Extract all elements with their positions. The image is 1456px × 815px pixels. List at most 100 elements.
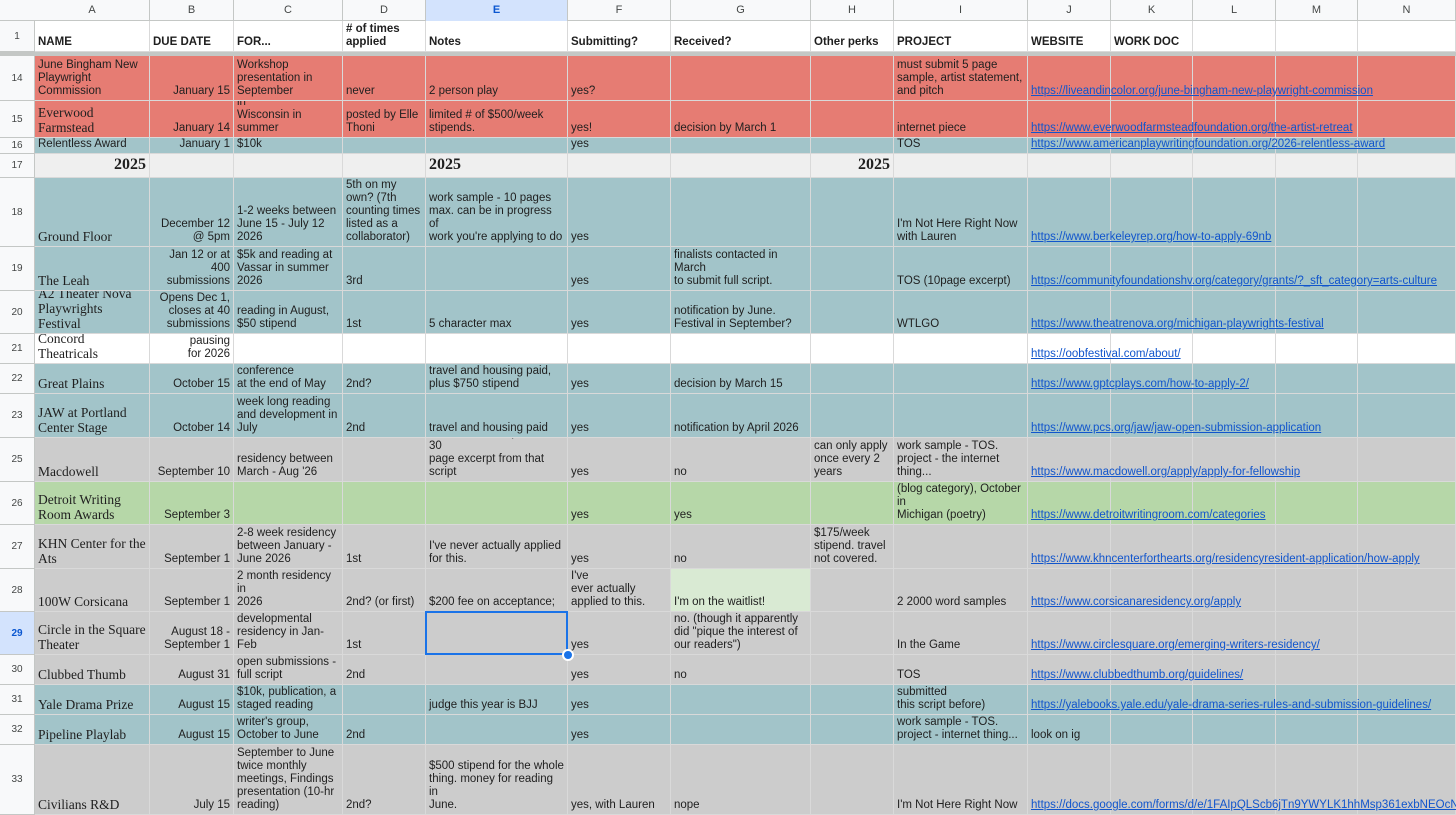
row-header-26[interactable]: 26 [0, 482, 35, 525]
cell-b21[interactable]: OOB is pausing for 2026 [150, 334, 234, 364]
cell-b25[interactable]: September 10 [150, 438, 234, 482]
cell-d30[interactable]: 2nd [343, 655, 426, 685]
website-link[interactable]: https://www.macdowell.org/apply/apply-fo… [1031, 466, 1301, 478]
cell-g15[interactable]: decision by March 1 [671, 101, 811, 138]
row-header-19[interactable]: 19 [0, 247, 35, 291]
cell-a33[interactable]: Civilians R&D [35, 745, 150, 815]
cell-k30[interactable] [1111, 655, 1193, 685]
cell-c27[interactable]: 2-8 week residency between January - Jun… [234, 525, 343, 569]
row-header-29[interactable]: 29 [0, 612, 35, 655]
cell-b18[interactable]: December 12 @ 5pm [150, 178, 234, 247]
cell-g27[interactable]: no [671, 525, 811, 569]
cell-d31[interactable] [343, 685, 426, 715]
row-header-15[interactable]: 15 [0, 101, 35, 138]
column-title-n[interactable] [1358, 21, 1456, 52]
cell-m23[interactable] [1276, 394, 1358, 438]
cell-i32[interactable]: work sample - TOS. project - internet th… [894, 715, 1028, 745]
column-header-k[interactable]: K [1111, 0, 1193, 21]
cell-d20[interactable]: 1st [343, 291, 426, 334]
column-title-j[interactable]: WEBSITE [1028, 21, 1111, 52]
cell-c30[interactable]: open submissions - full script [234, 655, 343, 685]
cell-m30[interactable] [1276, 655, 1358, 685]
row-header-31[interactable]: 31 [0, 685, 35, 715]
cell-c16[interactable]: $10k [234, 138, 343, 154]
cell-a30[interactable]: Clubbed Thumb [35, 655, 150, 685]
column-header-g[interactable]: G [671, 0, 811, 21]
cell-g16[interactable] [671, 138, 811, 154]
cell-e16[interactable] [426, 138, 568, 154]
cell-h32[interactable] [811, 715, 894, 745]
row-header-23[interactable]: 23 [0, 394, 35, 438]
cell-l20[interactable] [1193, 291, 1276, 334]
cell-j27[interactable]: https://www.khncenterforthearts.org/resi… [1028, 525, 1420, 569]
website-link[interactable]: https://www.pcs.org/jaw/jaw-open-submiss… [1031, 422, 1322, 434]
cell-i30[interactable]: TOS [894, 655, 1028, 685]
cell-k16[interactable] [1111, 138, 1193, 154]
cell-h22[interactable] [811, 364, 894, 394]
cell-m18[interactable] [1276, 178, 1358, 247]
cell-k18[interactable] [1111, 178, 1193, 247]
cell-c31[interactable]: $10k, publication, a staged reading [234, 685, 343, 715]
cell-c26[interactable] [234, 482, 343, 525]
cell-f16[interactable]: yes [568, 138, 671, 154]
cell-b19[interactable]: Jan 12 or at 400 submissions [150, 247, 234, 291]
cell-l26[interactable] [1193, 482, 1276, 525]
website-link[interactable]: https://www.gptcplays.com/how-to-apply-2… [1031, 378, 1249, 390]
cell-g20[interactable]: notification by June. Festival in Septem… [671, 291, 811, 334]
cell-f30[interactable]: yes [568, 655, 671, 685]
cell-c14[interactable]: Workshop presentation in September [234, 56, 343, 101]
fill-handle[interactable] [562, 649, 574, 661]
row-header-1[interactable]: 1 [0, 21, 35, 52]
cell-l23[interactable] [1193, 394, 1276, 438]
cell-j14[interactable]: https://liveandincolor.org/june-bingham-… [1028, 56, 1373, 101]
cell-h27[interactable]: $175/week stipend. travel not covered. [811, 525, 894, 569]
cell-e20[interactable]: 5 character max [426, 291, 568, 334]
cell-i33[interactable]: I'm Not Here Right Now [894, 745, 1028, 815]
cell-b29[interactable]: August 18 - September 1 [150, 612, 234, 655]
cell-d26[interactable] [343, 482, 426, 525]
cell-l18[interactable] [1193, 178, 1276, 247]
cell-m20[interactable] [1276, 291, 1358, 334]
cell-a23[interactable]: JAW at Portland Center Stage [35, 394, 150, 438]
cell-j23[interactable]: https://www.pcs.org/jaw/jaw-open-submiss… [1028, 394, 1322, 438]
cell-f25[interactable]: yes [568, 438, 671, 482]
cell-d18[interactable]: 5th on my own? (7th counting times liste… [343, 178, 426, 247]
cell-h29[interactable] [811, 612, 894, 655]
cell-j30[interactable]: https://www.clubbedthumb.org/guidelines/ [1028, 655, 1243, 685]
cell-h19[interactable] [811, 247, 894, 291]
cell-j19[interactable]: https://communityfoundationshv.org/categ… [1028, 247, 1437, 291]
column-title-b[interactable]: DUE DATE [150, 21, 234, 52]
website-link[interactable]: https://liveandincolor.org/june-bingham-… [1031, 85, 1373, 97]
cell-j26[interactable]: https://www.detroitwritingroom.com/categ… [1028, 482, 1266, 525]
cell-g28[interactable]: I'm on the waitlist! [671, 569, 811, 612]
cell-d15[interactable]: posted by Elle Thoni [343, 101, 426, 138]
cell-g25[interactable]: no [671, 438, 811, 482]
cell-k20[interactable] [1111, 291, 1193, 334]
cell-f31[interactable]: yes [568, 685, 671, 715]
cell-i17[interactable] [894, 154, 1028, 178]
cell-b20[interactable]: Opens Dec 1, closes at 40 submissions [150, 291, 234, 334]
cell-j33[interactable]: https://docs.google.com/forms/d/e/1FAIpQ… [1028, 745, 1456, 815]
website-link[interactable]: https://www.berkeleyrep.org/how-to-apply… [1031, 231, 1272, 243]
cell-h31[interactable] [811, 685, 894, 715]
cell-g18[interactable] [671, 178, 811, 247]
cell-e25[interactable]: submit a full script and a 30 page excer… [426, 438, 568, 482]
website-link[interactable]: https://www.americanplaywritingfoundatio… [1031, 138, 1386, 150]
cell-j20[interactable]: https://www.theatrenova.org/michigan-pla… [1028, 291, 1324, 334]
column-title-k[interactable]: WORK DOC [1111, 21, 1193, 52]
cell-g17[interactable] [671, 154, 811, 178]
cell-f22[interactable]: yes [568, 364, 671, 394]
cell-n21[interactable] [1358, 334, 1456, 364]
cell-m17[interactable] [1276, 154, 1358, 178]
website-link[interactable]: https://www.theatrenova.org/michigan-pla… [1031, 318, 1324, 330]
cell-n30[interactable] [1358, 655, 1456, 685]
cell-j22[interactable]: https://www.gptcplays.com/how-to-apply-2… [1028, 364, 1249, 394]
cell-b27[interactable]: September 1 [150, 525, 234, 569]
cell-l16[interactable] [1193, 138, 1276, 154]
cell-i22[interactable] [894, 364, 1028, 394]
cell-e32[interactable] [426, 715, 568, 745]
cell-j15[interactable]: https://www.everwoodfarmsteadfoundation.… [1028, 101, 1353, 138]
column-header-a[interactable]: A [35, 0, 150, 21]
cell-c25[interactable]: residency between March - Aug '26 [234, 438, 343, 482]
cell-f19[interactable]: yes [568, 247, 671, 291]
